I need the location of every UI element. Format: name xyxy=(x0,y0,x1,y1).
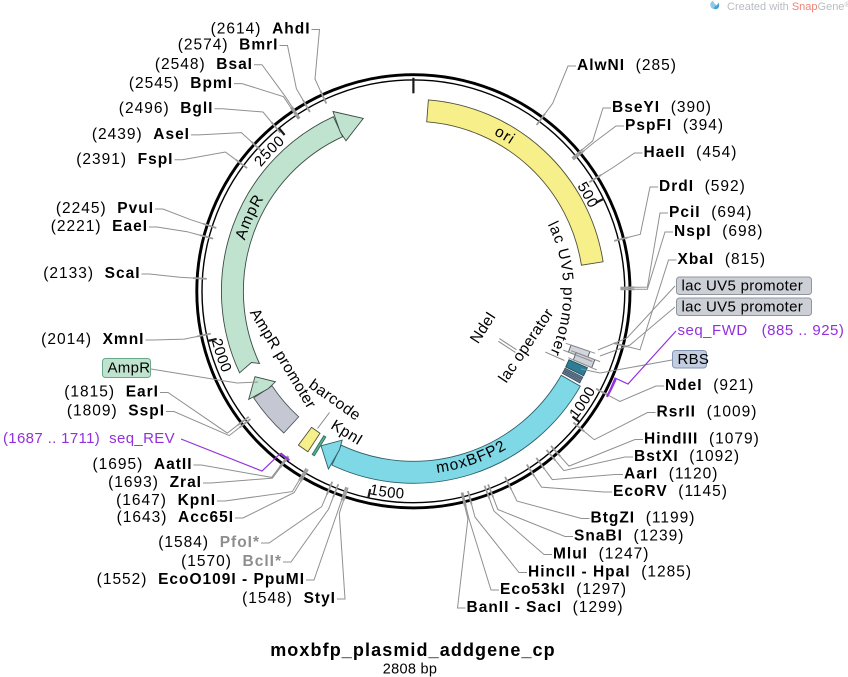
svg-text:(1552) EcoO109I - PpuMI: (1552) EcoO109I - PpuMI xyxy=(97,571,305,588)
svg-text:HincII - HpaI (1285): HincII - HpaI (1285) xyxy=(528,564,692,581)
svg-text:BseYI (390): BseYI (390) xyxy=(612,99,712,116)
svg-text:(2545) BpmI: (2545) BpmI xyxy=(129,75,233,92)
svg-text:(1570) BclI*: (1570) BclI* xyxy=(181,553,282,570)
svg-text:(2221) EaeI: (2221) EaeI xyxy=(51,218,148,235)
svg-text:(2496) BglI: (2496) BglI xyxy=(119,100,214,117)
svg-text:(2439) AseI: (2439) AseI xyxy=(92,126,190,143)
svg-text:AarI (1120): AarI (1120) xyxy=(624,466,718,483)
svg-text:(1695) AatII: (1695) AatII xyxy=(92,456,192,473)
svg-text:AlwNI (285): AlwNI (285) xyxy=(577,57,677,74)
svg-text:HaeII (454): HaeII (454) xyxy=(644,144,738,161)
svg-text:PciI (694): PciI (694) xyxy=(669,204,752,221)
svg-text:(2391) FspI: (2391) FspI xyxy=(76,151,173,168)
svg-text:RsrII (1009): RsrII (1009) xyxy=(657,404,758,421)
svg-text:(2574) BmrI: (2574) BmrI xyxy=(178,37,279,54)
svg-text:lac UV5 promoter: lac UV5 promoter xyxy=(682,298,804,315)
svg-text:BstXI (1092): BstXI (1092) xyxy=(634,448,740,465)
svg-text:(2133) ScaI: (2133) ScaI xyxy=(43,265,140,282)
svg-text:NspI (698): NspI (698) xyxy=(674,223,763,240)
svg-text:AmpR: AmpR xyxy=(108,360,151,377)
svg-text:Created with SnapGene®: Created with SnapGene® xyxy=(727,0,848,13)
svg-text:(2245) PvuI: (2245) PvuI xyxy=(56,200,154,217)
svg-text:RBS: RBS xyxy=(678,351,710,368)
svg-text:(2614) AhdI: (2614) AhdI xyxy=(211,21,311,38)
svg-text:DrdI (592): DrdI (592) xyxy=(659,178,746,195)
svg-text:NdeI (921): NdeI (921) xyxy=(665,377,754,394)
svg-text:Eco53kI (1297): Eco53kI (1297) xyxy=(500,581,627,598)
svg-text:moxbfp_plasmid_addgene_cp: moxbfp_plasmid_addgene_cp xyxy=(270,640,556,660)
svg-text:seq_FWD (885 .. 925): seq_FWD (885 .. 925) xyxy=(678,322,845,339)
svg-text:(1693) ZraI: (1693) ZraI xyxy=(108,474,202,491)
svg-text:(1643) Acc65I: (1643) Acc65I xyxy=(117,509,234,526)
svg-text:1500: 1500 xyxy=(368,481,405,502)
svg-text:(1687 .. 1711) seq_REV: (1687 .. 1711) seq_REV xyxy=(3,430,175,447)
svg-text:(1584) PfoI*: (1584) PfoI* xyxy=(158,534,260,551)
svg-text:(1815) EarI: (1815) EarI xyxy=(64,384,159,401)
svg-text:BtgZI (1199): BtgZI (1199) xyxy=(591,510,696,527)
svg-text:XbaI (815): XbaI (815) xyxy=(678,251,767,268)
svg-text:lac UV5 promoter: lac UV5 promoter xyxy=(682,277,804,294)
svg-text:EcoRV (1145): EcoRV (1145) xyxy=(613,483,728,500)
svg-text:2808 bp: 2808 bp xyxy=(383,662,438,677)
svg-text:SnaBI (1239): SnaBI (1239) xyxy=(574,528,684,545)
svg-text:(1809) SspI: (1809) SspI xyxy=(67,403,165,420)
svg-text:(1647) KpnI: (1647) KpnI xyxy=(116,492,216,509)
svg-text:(1548) StyI: (1548) StyI xyxy=(242,590,336,607)
svg-text:HindIII (1079): HindIII (1079) xyxy=(644,431,760,448)
svg-text:(2014) XmnI: (2014) XmnI xyxy=(41,331,144,348)
svg-text:PspFI (394): PspFI (394) xyxy=(625,117,724,134)
svg-text:BanII - SacI (1299): BanII - SacI (1299) xyxy=(467,599,624,616)
svg-text:MluI (1247): MluI (1247) xyxy=(553,546,649,563)
svg-text:(2548) BsaI: (2548) BsaI xyxy=(155,56,253,73)
